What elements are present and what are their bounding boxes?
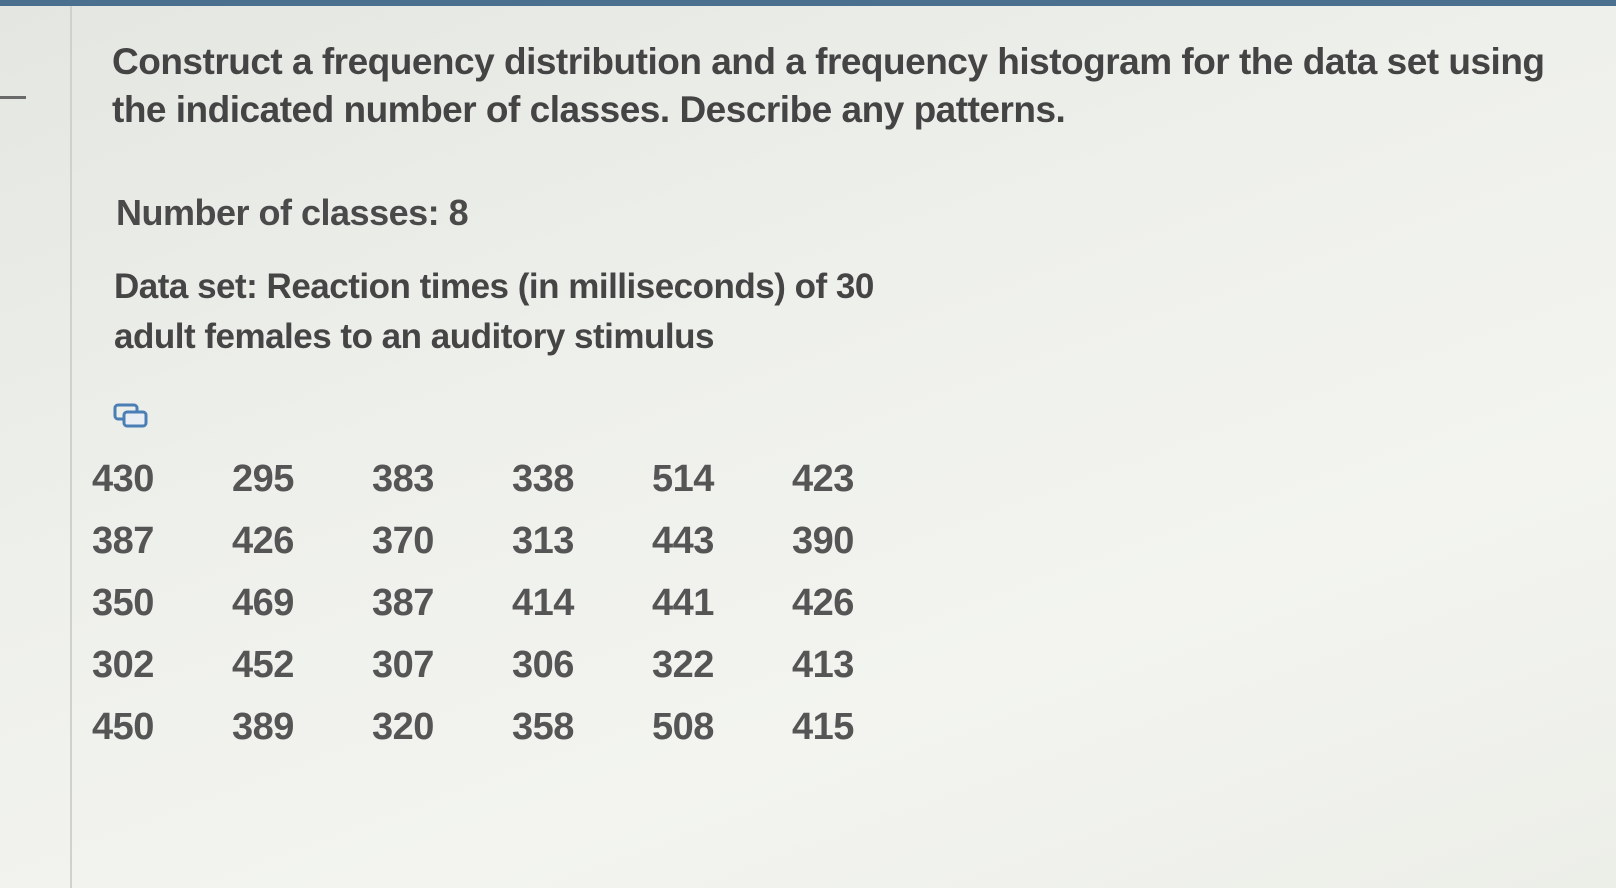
data-row: 430 295 383 338 514 423 [92,448,932,510]
data-row: 350 469 387 414 441 426 [92,572,932,634]
data-cell: 415 [792,705,854,748]
number-of-classes: Number of classes: 8 [116,192,469,233]
data-cell: 320 [372,705,434,748]
top-bar [0,0,1616,6]
data-cell: 414 [512,581,574,624]
data-cell: 441 [652,581,714,624]
data-cell: 426 [792,581,854,624]
data-cell: 295 [232,457,294,500]
data-cell: 307 [372,643,434,686]
data-set-description: Data set: Reaction times (in millisecond… [114,267,874,356]
data-cell: 338 [512,457,574,500]
data-cell: 306 [512,643,574,686]
data-row: 387 426 370 313 443 390 [92,510,932,572]
data-table: 430 295 383 338 514 423 387 426 370 313 443 390 350 4… [92,448,932,758]
data-cell: 370 [372,519,434,562]
data-cell: 387 [372,581,434,624]
data-cell: 469 [232,581,294,624]
data-cell: 387 [92,519,154,562]
copy-data-icon[interactable] [112,400,150,432]
data-cell: 508 [652,705,714,748]
data-cell: 514 [652,457,714,500]
question: Construct a frequency distribution and a… [112,41,1545,130]
data-cell: 322 [652,643,714,686]
data-row: 302 452 307 306 322 413 [92,634,932,696]
data-cell: 452 [232,643,294,686]
left-tick [0,96,26,99]
data-cell: 302 [92,643,154,686]
data-cell: 313 [512,519,574,562]
left-rule [70,6,72,888]
data-cell: 390 [792,519,854,562]
data-cell: 423 [792,457,854,500]
data-cell: 426 [232,519,294,562]
data-cell: 450 [92,705,154,748]
data-cell: 443 [652,519,714,562]
data-cell: 358 [512,705,574,748]
data-cell: 383 [372,457,434,500]
data-cell: 413 [792,643,854,686]
problem: Construct a frequency distribution and a… [112,38,1572,362]
data-cell: 389 [232,705,294,748]
data-cell: 430 [92,457,154,500]
data-cell: 350 [92,581,154,624]
data-row: 450 389 320 358 508 415 [92,696,932,758]
